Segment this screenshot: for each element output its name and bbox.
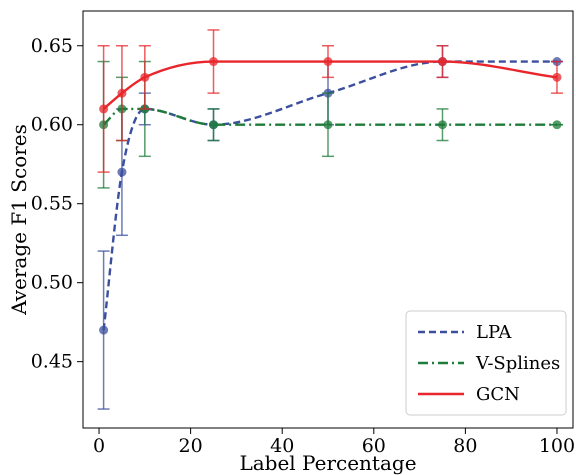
data-point [117,167,127,177]
legend-label: GCN [476,384,520,405]
data-point [323,57,333,67]
axes: 0 20 40 60 80 100 0.45 0.50 0.55 0.60 0.65 [31,35,575,457]
series-gcn [97,29,563,173]
x-tick-label: 60 [362,435,386,457]
data-point [209,57,219,67]
legend-label: V-Splines [475,353,560,374]
x-tick-label: 20 [179,435,203,457]
y-tick-label: 0.65 [31,35,73,57]
x-axis-label: Label Percentage [239,451,416,475]
data-point [209,120,219,130]
series-line [102,60,557,331]
series-line [102,60,558,110]
x-tick-label: 80 [453,435,477,457]
series-v-splines [97,60,563,189]
y-tick-label: 0.55 [31,193,73,215]
y-tick-label: 0.45 [31,351,73,373]
data-point [552,72,562,82]
legend-box [405,310,567,416]
y-tick-label: 0.50 [31,272,73,294]
y-axis-label: Average F1 Scores [7,124,31,316]
data-point [99,325,109,335]
y-tick-label: 0.60 [31,114,73,136]
data-point [323,120,333,130]
data-point [140,72,150,82]
x-tick-label: 0 [93,435,105,457]
legend: LPA V-Splines GCN [405,310,567,416]
legend-label: LPA [476,322,512,343]
data-point [437,120,447,130]
data-point [552,120,562,130]
data-point [117,88,127,98]
plot-marks [97,29,563,410]
data-point [437,57,447,67]
x-tick-label: 100 [539,435,575,457]
data-point [99,104,109,114]
x-tick-label: 40 [270,435,294,457]
plot-frame [82,10,574,429]
